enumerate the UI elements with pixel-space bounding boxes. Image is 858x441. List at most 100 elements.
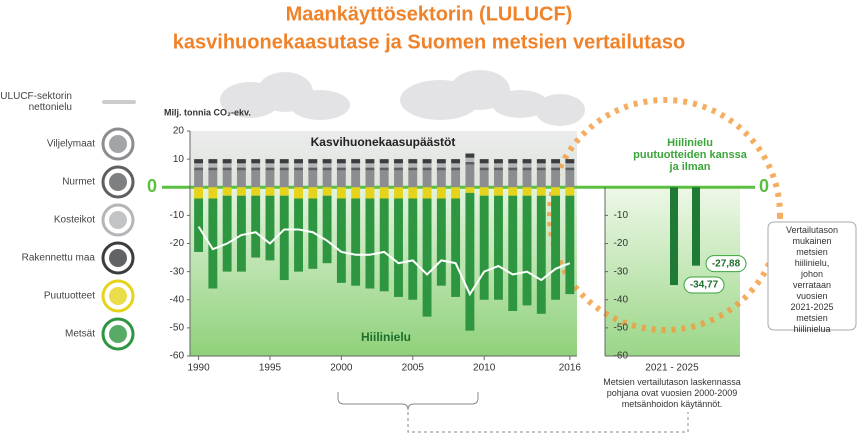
annotation: Hiilinielu: [361, 330, 411, 344]
legend-icon-inner: [109, 135, 127, 153]
bar-segment: [237, 159, 246, 163]
bar-segment: [323, 168, 332, 171]
bar-segment: [223, 163, 232, 167]
bar-segment: [494, 159, 503, 163]
bar-segment: [494, 163, 503, 167]
value-label: -27,88: [712, 258, 741, 269]
bar-segment: [408, 199, 417, 300]
bar-segment: [337, 187, 346, 198]
legend-icon-inner: [109, 325, 127, 343]
bar-segment: [523, 196, 532, 306]
bar-segment: [337, 163, 346, 167]
bar-segment: [408, 159, 417, 163]
y-tick-label: -40: [170, 294, 185, 305]
y-tick-label: 20: [173, 126, 185, 137]
bar-segment: [508, 168, 517, 171]
bar-segment: [337, 170, 346, 187]
bar-segment: [208, 168, 217, 171]
y-tick-label: -50: [170, 323, 185, 334]
bar-segment: [451, 163, 460, 167]
bar-segment: [465, 187, 474, 193]
y-tick-label: -30: [170, 266, 185, 277]
zero-label: 0: [759, 176, 769, 196]
bar-segment: [251, 196, 260, 258]
bar-segment: [194, 187, 203, 198]
bar-segment: [380, 159, 389, 163]
bar-segment: [494, 170, 503, 187]
bar-segment: [294, 187, 303, 198]
bar-segment: [437, 163, 446, 167]
bar-segment: [380, 187, 389, 198]
bar-segment: [308, 187, 317, 198]
bar-segment: [408, 163, 417, 167]
bar-segment: [208, 163, 217, 167]
bar-segment: [266, 159, 275, 163]
bar-segment: [280, 163, 289, 167]
bar-segment: [337, 168, 346, 171]
bar-segment: [451, 199, 460, 297]
bar-segment: [537, 196, 546, 314]
bar-segment: [380, 168, 389, 171]
bar-segment: [565, 168, 574, 171]
y-tick-label: -20: [170, 238, 185, 249]
bar-segment: [194, 159, 203, 163]
y-tick-label: -40: [614, 294, 629, 305]
bar-segment: [365, 159, 374, 163]
legend-icon-inner: [109, 287, 127, 305]
bar-segment: [323, 196, 332, 264]
bar-segment: [323, 170, 332, 187]
bar-segment: [380, 199, 389, 292]
bar-segment: [351, 159, 360, 163]
bar-segment: [194, 168, 203, 171]
y-tick-label: -20: [614, 238, 629, 249]
bar-segment: [423, 168, 432, 171]
bar-segment: [237, 170, 246, 187]
bar-segment: [465, 162, 474, 165]
bar-segment: [523, 170, 532, 187]
bar-segment: [280, 159, 289, 163]
bar-segment: [365, 163, 374, 167]
bar-segment: [351, 187, 360, 198]
bar-segment: [451, 187, 460, 198]
connector: [408, 412, 688, 432]
legend-label: Kosteikot: [54, 215, 95, 226]
bar-segment: [294, 159, 303, 163]
bar-segment: [465, 158, 474, 162]
chart: Maankäyttösektorin (LULUCF) kasvihuoneka…: [0, 0, 858, 436]
y-tick-label: -10: [170, 210, 185, 221]
bar-segment: [266, 170, 275, 187]
bar-segment: [537, 170, 546, 187]
bar-segment: [208, 187, 217, 198]
bar-segment: [194, 163, 203, 167]
bar-segment: [266, 163, 275, 167]
bar-segment: [480, 187, 489, 195]
clouds: [220, 70, 585, 126]
bar-segment: [266, 196, 275, 261]
y-tick-label: -50: [614, 323, 629, 334]
bar-segment: [437, 159, 446, 163]
bar-segment: [394, 170, 403, 187]
value-label: -34,77: [690, 280, 719, 291]
legend-label: Metsät: [65, 329, 95, 340]
x-tick-label: 2016: [559, 363, 582, 374]
bar-segment: [223, 159, 232, 163]
annotation: Kasvihuonekaasupäästöt: [311, 135, 456, 149]
bar-segment: [237, 163, 246, 167]
bar-segment: [480, 170, 489, 187]
bar-segment: [537, 168, 546, 171]
bar-segment: [208, 170, 217, 187]
bar-segment: [565, 170, 574, 187]
legend-label: Nurmet: [62, 177, 95, 188]
bar-segment: [323, 163, 332, 167]
bar-segment: [408, 168, 417, 171]
zero-label: 0: [147, 176, 157, 196]
bar-segment: [223, 170, 232, 187]
bar-segment: [523, 168, 532, 171]
bar-segment: [208, 159, 217, 163]
bracket: [338, 392, 478, 410]
subtitle: kasvihuonekaasutase ja Suomen metsien ve…: [173, 31, 685, 53]
bar-segment: [437, 168, 446, 171]
bar-segment: [223, 196, 232, 272]
